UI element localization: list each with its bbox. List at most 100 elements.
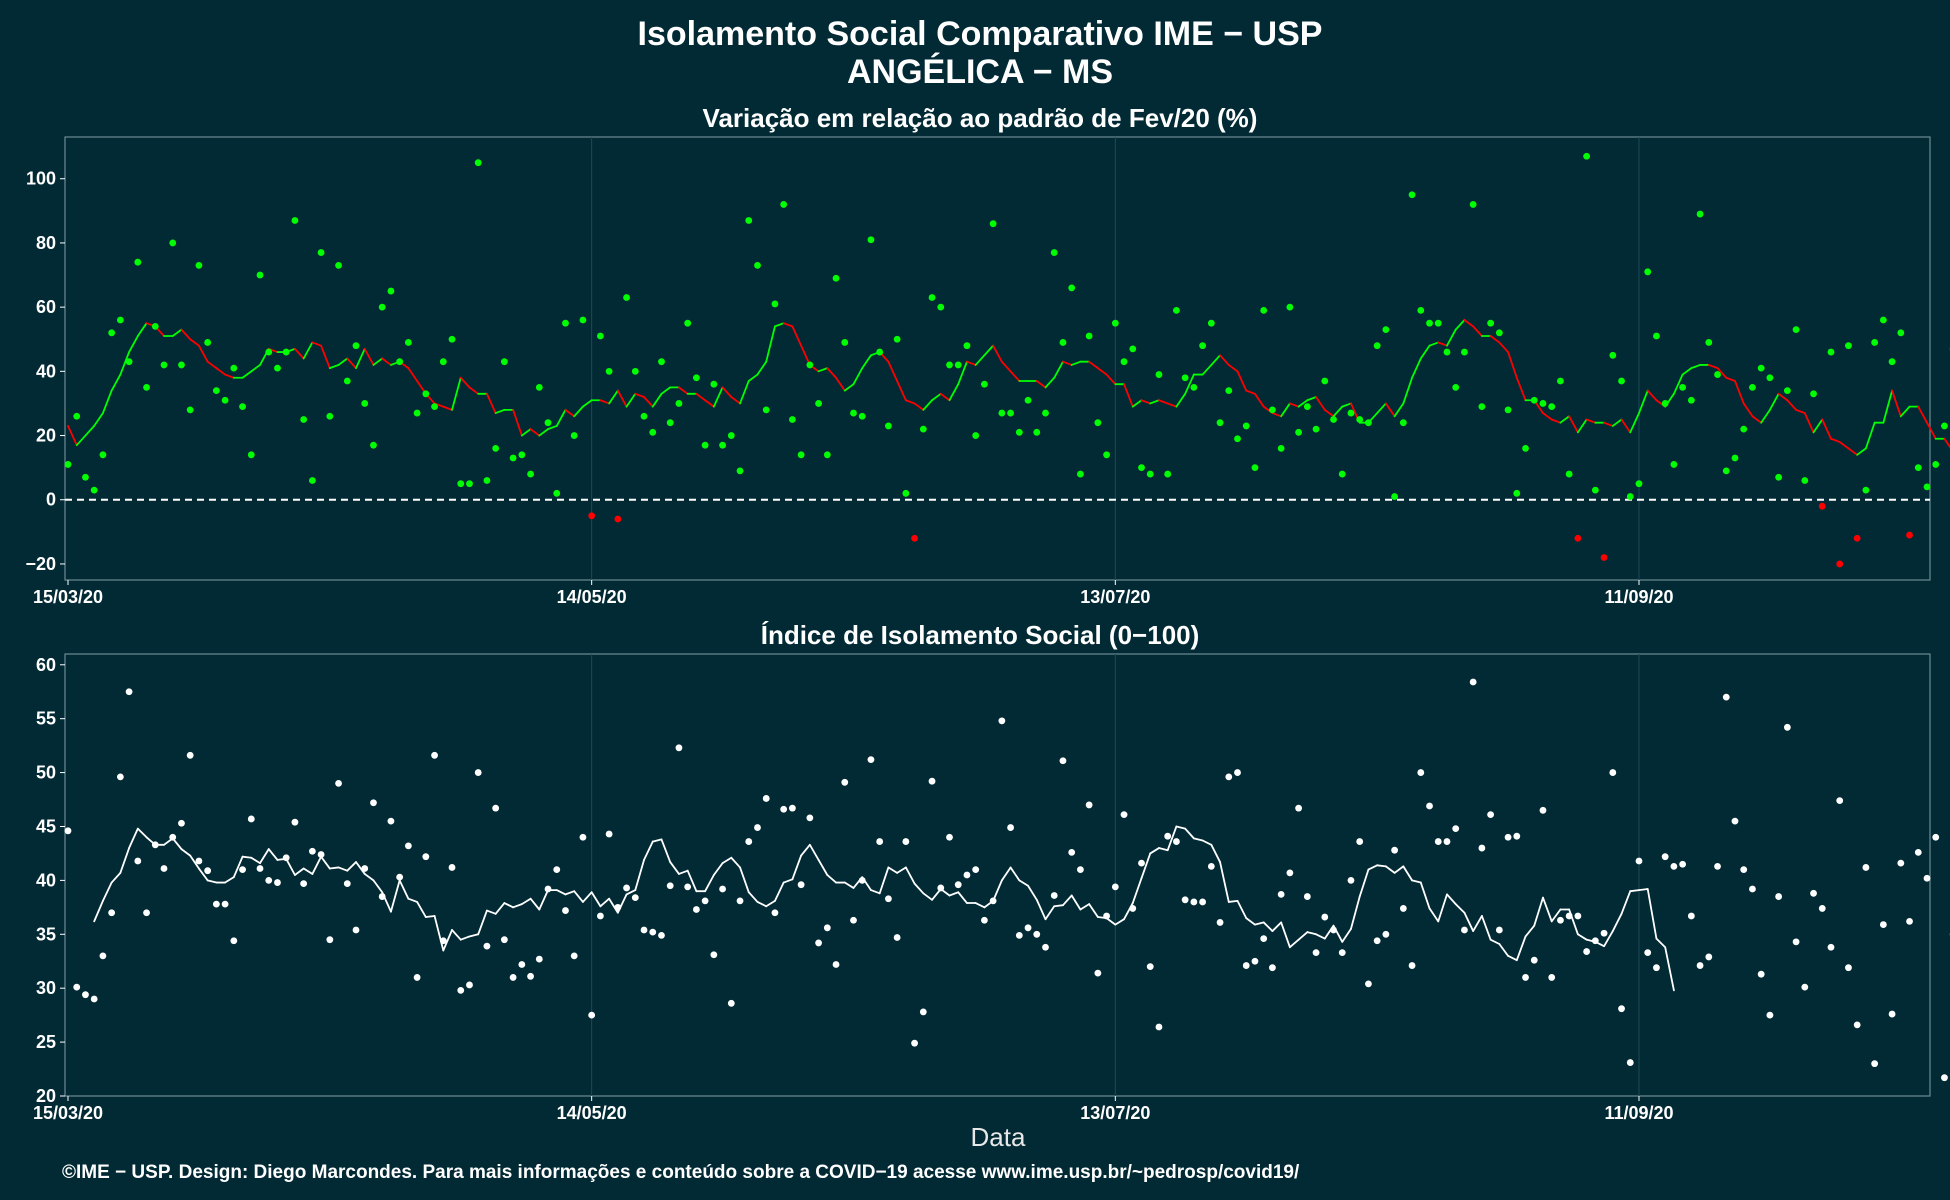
moving-average-segment bbox=[442, 405, 453, 411]
data-point bbox=[1303, 403, 1311, 411]
data-point bbox=[1408, 191, 1416, 199]
moving-average-segment bbox=[800, 843, 811, 857]
data-point bbox=[780, 805, 788, 813]
data-point bbox=[1548, 974, 1556, 981]
moving-average-segment bbox=[119, 847, 130, 874]
data-point bbox=[1408, 962, 1416, 969]
data-point bbox=[788, 416, 796, 423]
data-point bbox=[300, 880, 308, 888]
data-point bbox=[553, 866, 561, 874]
data-point bbox=[605, 367, 613, 375]
data-point bbox=[422, 390, 430, 398]
moving-average-segment bbox=[1882, 389, 1893, 424]
data-point bbox=[1225, 773, 1233, 781]
data-point bbox=[178, 361, 185, 369]
data-point bbox=[431, 403, 438, 411]
moving-average-segment bbox=[1629, 889, 1640, 893]
moving-average-segment bbox=[75, 434, 87, 447]
data-point bbox=[649, 428, 657, 436]
data-point bbox=[1382, 326, 1390, 334]
data-point bbox=[99, 952, 107, 960]
footer-credit: ©IME − USP. Design: Diego Marcondes. Par… bbox=[62, 1162, 1300, 1183]
data-point bbox=[1679, 383, 1687, 391]
moving-average-segment bbox=[1114, 918, 1125, 926]
data-point bbox=[64, 827, 72, 835]
moving-average-segment bbox=[1411, 879, 1422, 884]
data-point bbox=[99, 451, 107, 459]
moving-average-segment bbox=[1533, 896, 1544, 927]
moving-average-segment bbox=[747, 891, 759, 903]
moving-average-segment bbox=[756, 901, 768, 908]
moving-average-segment bbox=[468, 933, 480, 938]
moving-average-segment bbox=[678, 386, 689, 395]
moving-average-segment bbox=[189, 338, 200, 347]
moving-average-segment bbox=[1088, 903, 1099, 918]
moving-average-segment bbox=[1245, 389, 1256, 395]
data-point bbox=[274, 879, 281, 886]
moving-average-segment bbox=[1507, 351, 1518, 379]
moving-average-segment bbox=[1734, 380, 1745, 405]
data-point bbox=[998, 409, 1006, 417]
moving-average-segment bbox=[346, 861, 357, 872]
moving-average-segment bbox=[1646, 888, 1658, 940]
data-point bbox=[1461, 348, 1468, 356]
moving-average-segment bbox=[555, 408, 567, 427]
y-tick-label: 20 bbox=[36, 426, 56, 446]
data-point bbox=[1705, 953, 1713, 961]
data-point bbox=[404, 339, 412, 346]
moving-average-segment bbox=[67, 425, 78, 447]
data-point bbox=[1111, 319, 1119, 327]
moving-average-segment bbox=[625, 392, 637, 408]
data-point bbox=[1155, 1023, 1163, 1031]
data-point bbox=[553, 489, 561, 497]
moving-average-segment bbox=[1035, 380, 1047, 389]
moving-average-segment bbox=[241, 855, 253, 859]
data-point bbox=[1234, 769, 1241, 776]
data-point bbox=[1207, 319, 1215, 327]
data-point bbox=[1513, 489, 1521, 497]
data-point bbox=[806, 814, 814, 822]
moving-average-segment bbox=[180, 848, 192, 857]
moving-average-segment bbox=[372, 357, 384, 366]
data-point bbox=[1225, 387, 1233, 395]
data-point bbox=[579, 833, 587, 841]
moving-average-segment bbox=[442, 929, 453, 952]
data-point bbox=[919, 1008, 927, 1016]
data-point bbox=[885, 895, 892, 903]
moving-average-segment bbox=[1053, 904, 1064, 908]
data-point bbox=[492, 444, 500, 452]
moving-average-segment bbox=[1454, 319, 1466, 331]
data-point bbox=[841, 339, 849, 346]
moving-average-segment bbox=[782, 878, 794, 884]
data-point bbox=[1426, 319, 1433, 327]
x-tick-label: 13/07/20 bbox=[1080, 1103, 1150, 1123]
moving-average-segment bbox=[1088, 360, 1099, 370]
data-point bbox=[1705, 339, 1713, 346]
data-point bbox=[308, 847, 316, 855]
data-point bbox=[605, 830, 613, 838]
moving-average-segment bbox=[1009, 866, 1021, 882]
data-point bbox=[1199, 898, 1207, 906]
data-point bbox=[745, 838, 753, 845]
moving-average-segment bbox=[1175, 825, 1187, 830]
moving-average-segment bbox=[1131, 877, 1143, 904]
data-point bbox=[195, 857, 203, 865]
moving-average-segment bbox=[590, 891, 602, 908]
data-point bbox=[1426, 802, 1433, 810]
moving-average-segment bbox=[1332, 405, 1344, 418]
moving-average-segment bbox=[1297, 931, 1309, 941]
data-point bbox=[1129, 345, 1137, 353]
moving-average-segment bbox=[136, 322, 148, 337]
moving-average-segment bbox=[747, 373, 759, 382]
moving-average-segment bbox=[1638, 389, 1649, 414]
data-point bbox=[404, 842, 412, 850]
moving-average-segment bbox=[835, 376, 846, 392]
moving-average-segment bbox=[1254, 392, 1265, 408]
data-point bbox=[1277, 444, 1285, 452]
data-point bbox=[954, 881, 962, 889]
data-point bbox=[1469, 678, 1477, 686]
moving-average-segment bbox=[320, 855, 331, 870]
moving-average-segment bbox=[1236, 899, 1248, 920]
moving-average-segment bbox=[102, 389, 113, 414]
data-point bbox=[535, 383, 543, 391]
